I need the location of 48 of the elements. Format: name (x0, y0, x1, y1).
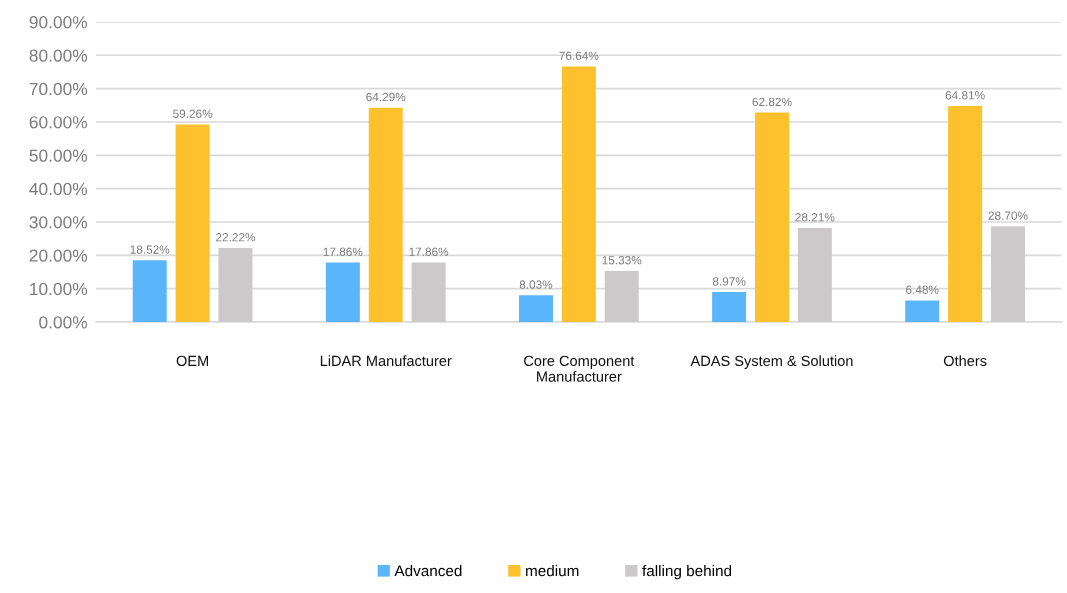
data-label: 64.81% (945, 91, 985, 100)
legend-label: falling behind (642, 565, 732, 580)
bar (132, 260, 167, 322)
bar (754, 112, 789, 322)
y-tick-label: 80.00% (29, 49, 88, 62)
bar (411, 262, 446, 322)
y-tick-label: 0.00% (39, 316, 88, 329)
x-tick-label: ADAS System & Solution (690, 355, 853, 369)
x-tick-label: OEM (176, 355, 209, 367)
data-label: 64.29% (366, 92, 406, 102)
bar (561, 66, 596, 322)
data-label: 59.26% (173, 109, 213, 118)
data-label: 8.97% (712, 277, 746, 286)
x-tick-label: Core Component Manufacturer (524, 355, 635, 382)
bar (368, 107, 403, 322)
bar (325, 262, 360, 322)
bar (218, 247, 253, 322)
data-label: 28.70% (988, 211, 1028, 220)
legend-label: medium (526, 565, 579, 577)
x-tick-label: LiDAR Manufacturer (320, 355, 452, 367)
data-label: 28.21% (795, 213, 835, 222)
data-label: 6.48% (906, 285, 939, 294)
bar (604, 270, 639, 322)
bar (518, 295, 553, 322)
bar (175, 124, 210, 322)
y-tick-label: 30.00% (29, 216, 88, 229)
bar (990, 226, 1025, 322)
x-tick-label: Others (943, 355, 987, 367)
legend-label: Advanced (394, 565, 462, 577)
bar (905, 300, 940, 322)
data-label: 76.64% (559, 51, 599, 60)
y-tick-label: 90.00% (29, 16, 88, 29)
data-label: 17.86% (323, 247, 363, 256)
data-label: 8.03% (519, 280, 553, 289)
y-tick-label: 70.00% (29, 82, 88, 96)
y-tick-label: 40.00% (29, 182, 88, 196)
y-tick-label: 20.00% (29, 249, 88, 262)
y-tick-label: 60.00% (29, 116, 88, 129)
data-label: 22.22% (216, 233, 256, 242)
y-tick-label: 50.00% (29, 149, 88, 162)
data-label: 15.33% (602, 256, 642, 265)
y-tick-label: 10.00% (30, 282, 88, 296)
data-label: 17.86% (409, 247, 449, 256)
data-label: 18.52% (130, 245, 170, 254)
data-label: 62.82% (752, 97, 792, 107)
bar (712, 292, 747, 322)
bar (948, 105, 983, 322)
bar (797, 227, 832, 322)
